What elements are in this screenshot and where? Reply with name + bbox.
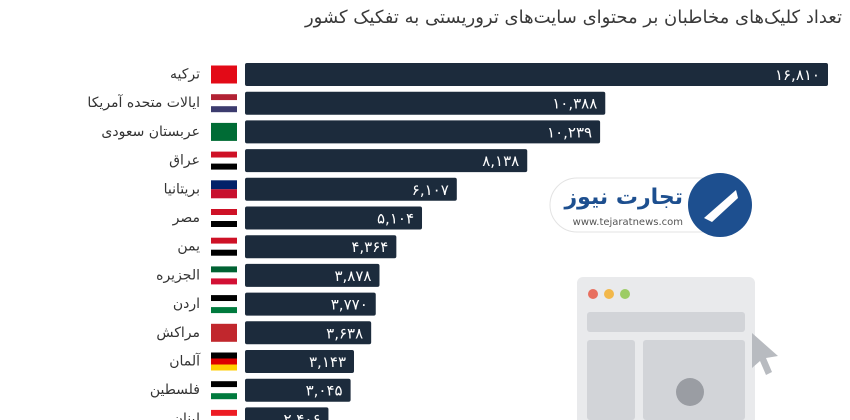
flag — [211, 393, 237, 400]
category-label: مراکش — [156, 325, 200, 341]
logo-arrow — [704, 190, 738, 222]
category-label: ایالات متحده آمریکا — [87, 94, 200, 111]
flag — [211, 381, 237, 388]
flag — [211, 100, 237, 107]
category-label: بریتانیا — [164, 181, 200, 197]
category-label: لبنان — [173, 411, 200, 420]
value-label: ۳,۱۴۳ — [309, 353, 346, 371]
bar — [245, 235, 397, 259]
flag — [211, 295, 237, 302]
sidebar — [587, 340, 635, 420]
figure — [676, 378, 704, 406]
chart-title: تعداد کلیک‌های مخاطبان بر محتوای سایت‌ها… — [304, 7, 842, 28]
flag — [211, 358, 237, 365]
value-label: ۳,۰۴۵ — [306, 382, 343, 400]
flag — [211, 151, 237, 158]
bar — [245, 321, 372, 345]
bar — [245, 378, 351, 402]
flag — [211, 278, 237, 285]
bar — [245, 206, 423, 230]
flag — [211, 209, 237, 215]
flag — [211, 106, 237, 113]
bar — [245, 292, 376, 316]
flag — [211, 221, 237, 227]
flag — [211, 249, 237, 256]
flag — [211, 415, 237, 420]
flag — [211, 352, 237, 359]
category-label: عربستان سعودی — [101, 124, 200, 140]
dot — [588, 289, 598, 299]
flag — [211, 215, 237, 221]
bar — [245, 120, 601, 144]
category-label: مصر — [172, 210, 200, 226]
category-label: یمن — [177, 239, 200, 255]
bar — [245, 177, 457, 201]
flag — [211, 189, 237, 199]
flag — [211, 122, 237, 141]
illustration — [577, 277, 778, 420]
flag — [211, 301, 237, 308]
flag — [211, 163, 237, 170]
value-label: ۱۰,۳۸۸ — [552, 95, 597, 113]
bar — [245, 149, 528, 173]
flag — [211, 237, 237, 244]
logo-name: تجارت نیوز — [563, 185, 683, 210]
value-label: ۸,۱۳۸ — [482, 152, 519, 170]
category-label: الجزیره — [156, 267, 200, 283]
flag — [211, 157, 237, 164]
cursor — [752, 333, 778, 375]
value-label: ۳,۸۷۸ — [334, 267, 371, 285]
value-label: ۱۶,۸۱۰ — [775, 66, 820, 84]
dot — [620, 289, 630, 299]
flag — [211, 94, 237, 101]
logo-url: www.tejaratnews.com — [573, 217, 683, 228]
flag — [211, 65, 237, 84]
bar — [245, 91, 606, 115]
category-label: آلمان — [169, 353, 201, 370]
dot — [604, 289, 614, 299]
value-label: ۲,۴۰۶ — [283, 410, 320, 420]
category-label: فلسطین — [150, 382, 200, 398]
flag — [211, 364, 237, 371]
bar — [245, 350, 355, 373]
logo: تجارت نیوز www.tejaratnews.com — [549, 173, 752, 237]
category-label: اردن — [173, 296, 200, 312]
category-label: عراق — [169, 153, 200, 169]
flag — [211, 387, 237, 394]
flag — [211, 243, 237, 250]
value-label: ۴,۳۶۴ — [351, 238, 388, 256]
bar — [245, 63, 828, 86]
bar — [245, 263, 380, 287]
flag — [211, 307, 237, 314]
bar — [245, 407, 329, 420]
flag — [211, 180, 237, 190]
flag — [211, 266, 237, 273]
address-bar — [587, 312, 745, 332]
value-label: ۱۰,۲۳۹ — [547, 123, 592, 141]
category-label: ترکیه — [170, 67, 200, 83]
value-label: ۳,۶۳۸ — [326, 324, 363, 342]
flag — [211, 272, 237, 279]
value-label: ۵,۱۰۴ — [377, 210, 414, 228]
flag — [211, 323, 237, 342]
value-label: ۶,۱۰۷ — [412, 181, 449, 199]
flag — [211, 409, 237, 416]
value-label: ۳,۷۷۰ — [331, 296, 368, 314]
